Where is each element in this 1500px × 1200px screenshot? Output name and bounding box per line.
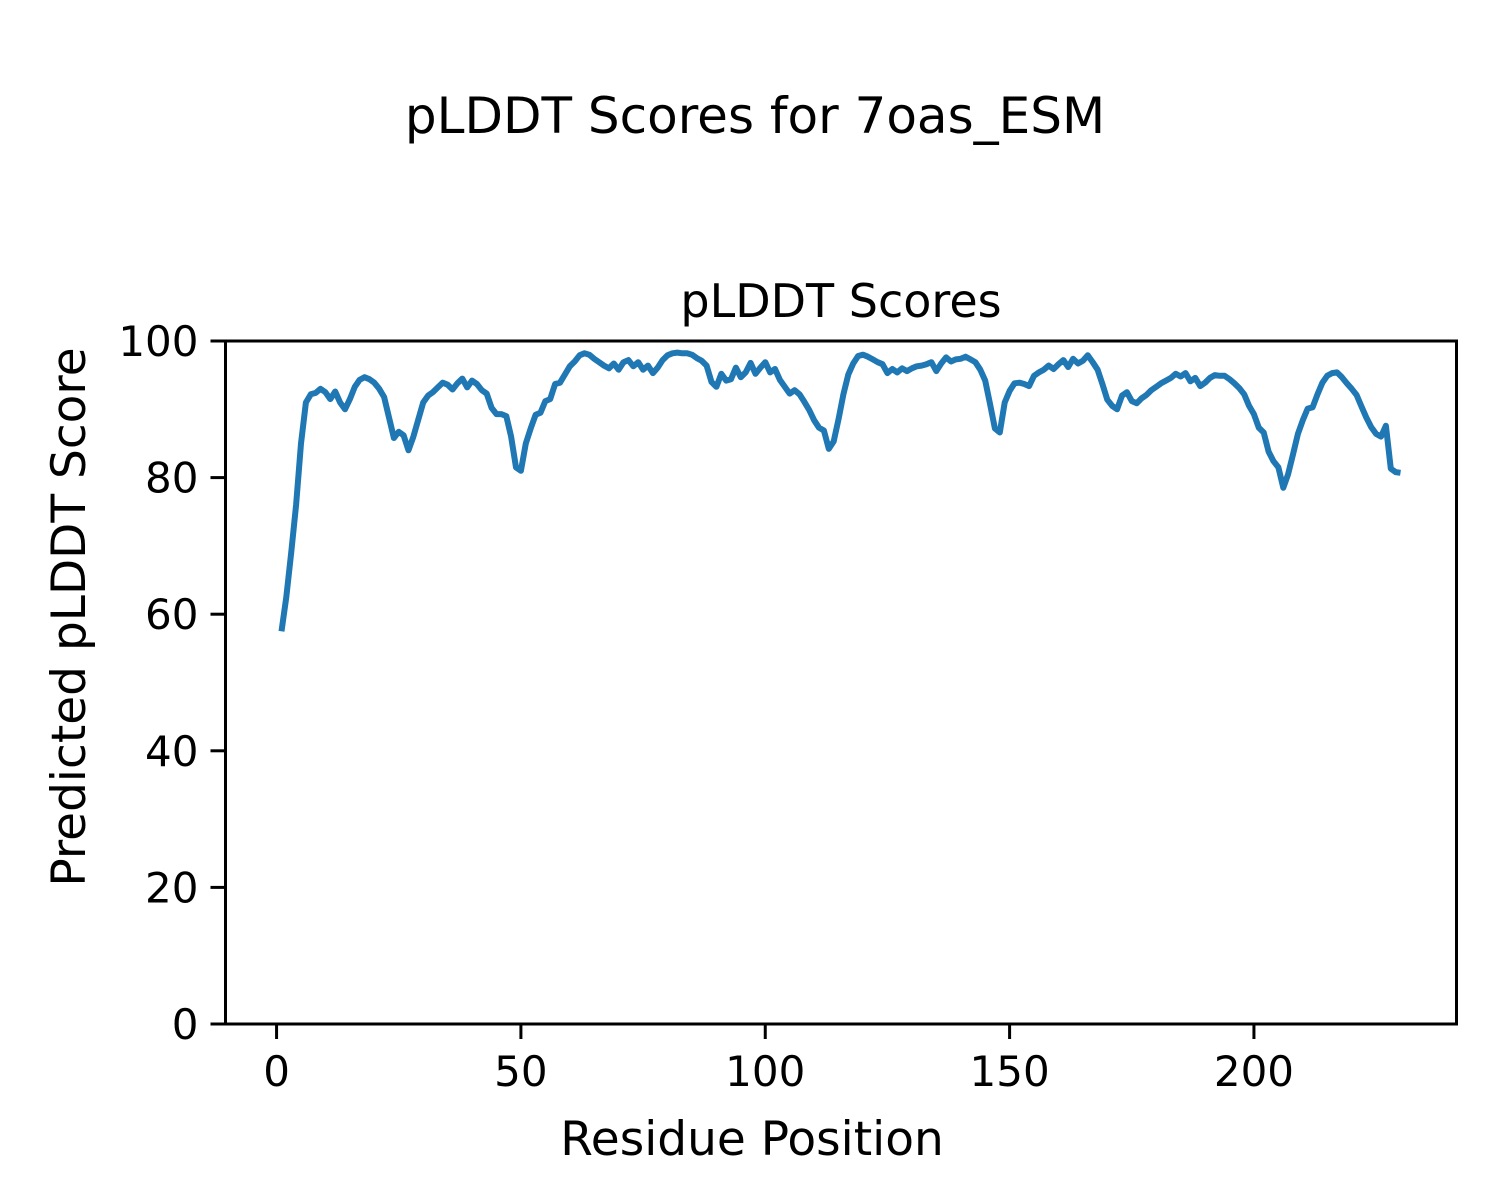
x-axis-ticks: 0 50 100 150 200 (263, 1024, 1294, 1096)
x-tick-label: 200 (1214, 1047, 1294, 1096)
axes-title: pLDDT Scores (680, 274, 1001, 328)
y-tick-label: 20 (145, 863, 198, 912)
axes-spines (224, 339, 1458, 1026)
y-axis-label: Predicted pLDDT Score (42, 347, 97, 886)
figure-title: pLDDT Scores for 7oas_ESM (405, 87, 1105, 145)
y-tick-label: 100 (118, 317, 198, 366)
y-axis-ticks: 0 20 40 60 80 100 (118, 317, 226, 1049)
data-series (278, 349, 1401, 632)
y-tick-label: 40 (145, 727, 198, 776)
x-tick-label: 50 (494, 1047, 547, 1096)
x-tick-label: 150 (970, 1047, 1050, 1096)
x-tick-label: 100 (725, 1047, 805, 1096)
y-tick-label: 0 (172, 1000, 199, 1049)
y-tick-label: 80 (145, 454, 198, 503)
y-tick-label: 60 (145, 590, 198, 639)
x-tick-label: 0 (263, 1047, 290, 1096)
x-axis-label: Residue Position (560, 1112, 943, 1167)
plddt-line (278, 349, 1401, 632)
